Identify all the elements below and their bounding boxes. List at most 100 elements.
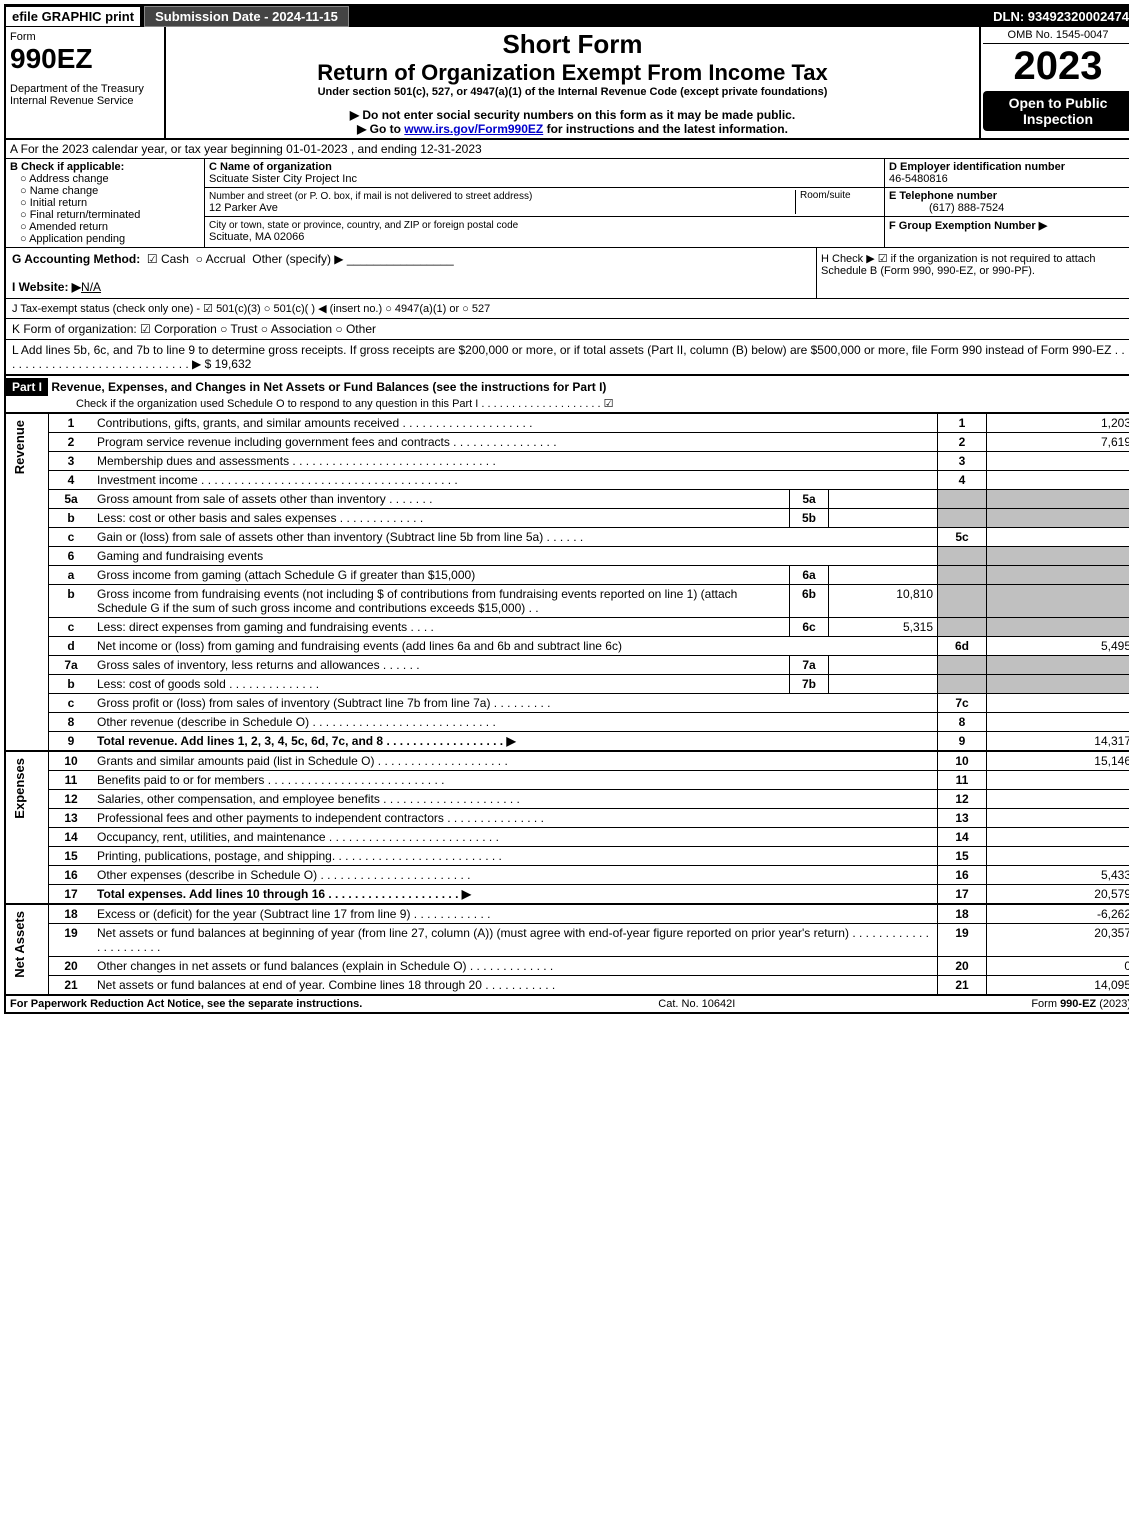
line-desc: Other revenue (describe in Schedule O) .… xyxy=(93,713,938,732)
line-number: 14 xyxy=(49,828,94,847)
right-line-number: 5c xyxy=(938,528,987,547)
right-line-number: 6d xyxy=(938,637,987,656)
line-number: 5a xyxy=(49,490,94,509)
sub-line-value xyxy=(829,490,938,509)
right-line-number: 17 xyxy=(938,885,987,905)
row-h: H Check ▶ ☑ if the organization is not r… xyxy=(816,248,1129,298)
street-label: Number and street (or P. O. box, if mail… xyxy=(209,191,532,202)
right-line-value: 0 xyxy=(987,957,1129,976)
section-c: C Name of organization Scituate Sister C… xyxy=(205,159,884,247)
no-ssn-warning: ▶ Do not enter social security numbers o… xyxy=(170,108,975,122)
line-number: c xyxy=(49,528,94,547)
line-number: b xyxy=(49,585,94,618)
line-row: cGross profit or (loss) from sales of in… xyxy=(6,694,1129,713)
right-num-shaded xyxy=(938,656,987,675)
part-1-title: Revenue, Expenses, and Changes in Net As… xyxy=(51,380,606,394)
line-desc: Net assets or fund balances at end of ye… xyxy=(93,976,938,995)
right-line-value xyxy=(987,713,1129,732)
sub-line-number: 7a xyxy=(790,656,829,675)
street: 12 Parker Ave xyxy=(209,202,278,214)
form-footer: Form 990-EZ (2023) xyxy=(1031,998,1129,1010)
right-line-value: -6,262 xyxy=(987,904,1129,924)
group-exemption-row: F Group Exemption Number ▶ xyxy=(885,217,1129,234)
line-row: 20Other changes in net assets or fund ba… xyxy=(6,957,1129,976)
form-container: efile GRAPHIC print Submission Date - 20… xyxy=(4,4,1129,1014)
line-number: 10 xyxy=(49,751,94,771)
line-number: 15 xyxy=(49,847,94,866)
chk-amended[interactable]: ○ Amended return xyxy=(20,221,200,233)
goto-prefix: ▶ Go to xyxy=(357,122,404,136)
right-num xyxy=(938,547,987,566)
line-desc: Gain or (loss) from sale of assets other… xyxy=(93,528,938,547)
line-number: 18 xyxy=(49,904,94,924)
chk-application[interactable]: ○ Application pending xyxy=(20,233,200,245)
right-val-shaded xyxy=(987,675,1129,694)
right-line-value: 5,495 xyxy=(987,637,1129,656)
right-val-shaded xyxy=(987,585,1129,618)
line-row: Revenue1Contributions, gifts, grants, an… xyxy=(6,414,1129,433)
sub-line-value: 10,810 xyxy=(829,585,938,618)
row-g: G Accounting Method: ☑ Cash ○ Accrual Ot… xyxy=(6,248,816,298)
form-number: 990EZ xyxy=(10,43,160,75)
right-val-shaded xyxy=(987,490,1129,509)
sub-line-number: 6c xyxy=(790,618,829,637)
phone-row: E Telephone number (617) 888-7524 xyxy=(885,188,1129,217)
room-label: Room/suite xyxy=(795,190,880,214)
right-line-number: 3 xyxy=(938,452,987,471)
org-name-row: C Name of organization Scituate Sister C… xyxy=(205,159,884,188)
goto-instructions: ▶ Go to www.irs.gov/Form990EZ for instru… xyxy=(170,122,975,136)
section-label: Expenses xyxy=(10,754,29,823)
line-number: 3 xyxy=(49,452,94,471)
header-mid: Short Form Return of Organization Exempt… xyxy=(166,27,979,138)
line-desc: Total revenue. Add lines 1, 2, 3, 4, 5c,… xyxy=(93,732,938,752)
org-name: Scituate Sister City Project Inc xyxy=(209,173,357,185)
form-word: Form xyxy=(10,31,160,43)
line-row: aGross income from gaming (attach Schedu… xyxy=(6,566,1129,585)
phone: (617) 888-7524 xyxy=(889,202,1004,214)
ein-row: D Employer identification number 46-5480… xyxy=(885,159,1129,188)
section-d-e-f: D Employer identification number 46-5480… xyxy=(884,159,1129,247)
line-row: 7aGross sales of inventory, less returns… xyxy=(6,656,1129,675)
dept-treasury: Department of the Treasury xyxy=(10,83,160,95)
line-row: 21Net assets or fund balances at end of … xyxy=(6,976,1129,995)
line-row: 15Printing, publications, postage, and s… xyxy=(6,847,1129,866)
row-k: K Form of organization: ☑ Corporation ○ … xyxy=(6,319,1129,340)
right-line-number: 4 xyxy=(938,471,987,490)
right-line-number: 20 xyxy=(938,957,987,976)
section-label: Net Assets xyxy=(10,907,29,982)
line-desc: Net assets or fund balances at beginning… xyxy=(93,924,938,957)
line-desc: Net income or (loss) from gaming and fun… xyxy=(93,637,938,656)
line-row: 19Net assets or fund balances at beginni… xyxy=(6,924,1129,957)
right-val-shaded xyxy=(987,509,1129,528)
chk-name[interactable]: ○ Name change xyxy=(20,185,200,197)
chk-final[interactable]: ○ Final return/terminated xyxy=(20,209,200,221)
line-number: 21 xyxy=(49,976,94,995)
right-line-number: 12 xyxy=(938,790,987,809)
sub-line-number: 6b xyxy=(790,585,829,618)
line-number: 20 xyxy=(49,957,94,976)
line-desc: Gross sales of inventory, less returns a… xyxy=(93,656,790,675)
line-desc: Gross amount from sale of assets other t… xyxy=(93,490,790,509)
right-num-shaded xyxy=(938,509,987,528)
line-row: bLess: cost or other basis and sales exp… xyxy=(6,509,1129,528)
chk-initial[interactable]: ○ Initial return xyxy=(20,197,200,209)
line-row: 14Occupancy, rent, utilities, and mainte… xyxy=(6,828,1129,847)
line-row: 2Program service revenue including gover… xyxy=(6,433,1129,452)
right-line-number: 21 xyxy=(938,976,987,995)
line-desc: Gaming and fundraising events xyxy=(93,547,938,566)
return-title: Return of Organization Exempt From Incom… xyxy=(170,60,975,86)
website: N/A xyxy=(81,280,101,294)
footer-row: For Paperwork Reduction Act Notice, see … xyxy=(6,994,1129,1012)
right-line-value: 7,619 xyxy=(987,433,1129,452)
line-row: 9Total revenue. Add lines 1, 2, 3, 4, 5c… xyxy=(6,732,1129,752)
right-line-value: 5,433 xyxy=(987,866,1129,885)
right-line-number: 9 xyxy=(938,732,987,752)
irs-link[interactable]: www.irs.gov/Form990EZ xyxy=(404,122,543,136)
line-row: 11Benefits paid to or for members . . . … xyxy=(6,771,1129,790)
right-line-value xyxy=(987,809,1129,828)
c-name-label: C Name of organization xyxy=(209,161,332,173)
line-desc: Salaries, other compensation, and employ… xyxy=(93,790,938,809)
line-row: 13Professional fees and other payments t… xyxy=(6,809,1129,828)
line-desc: Investment income . . . . . . . . . . . … xyxy=(93,471,938,490)
chk-address[interactable]: ○ Address change xyxy=(20,173,200,185)
